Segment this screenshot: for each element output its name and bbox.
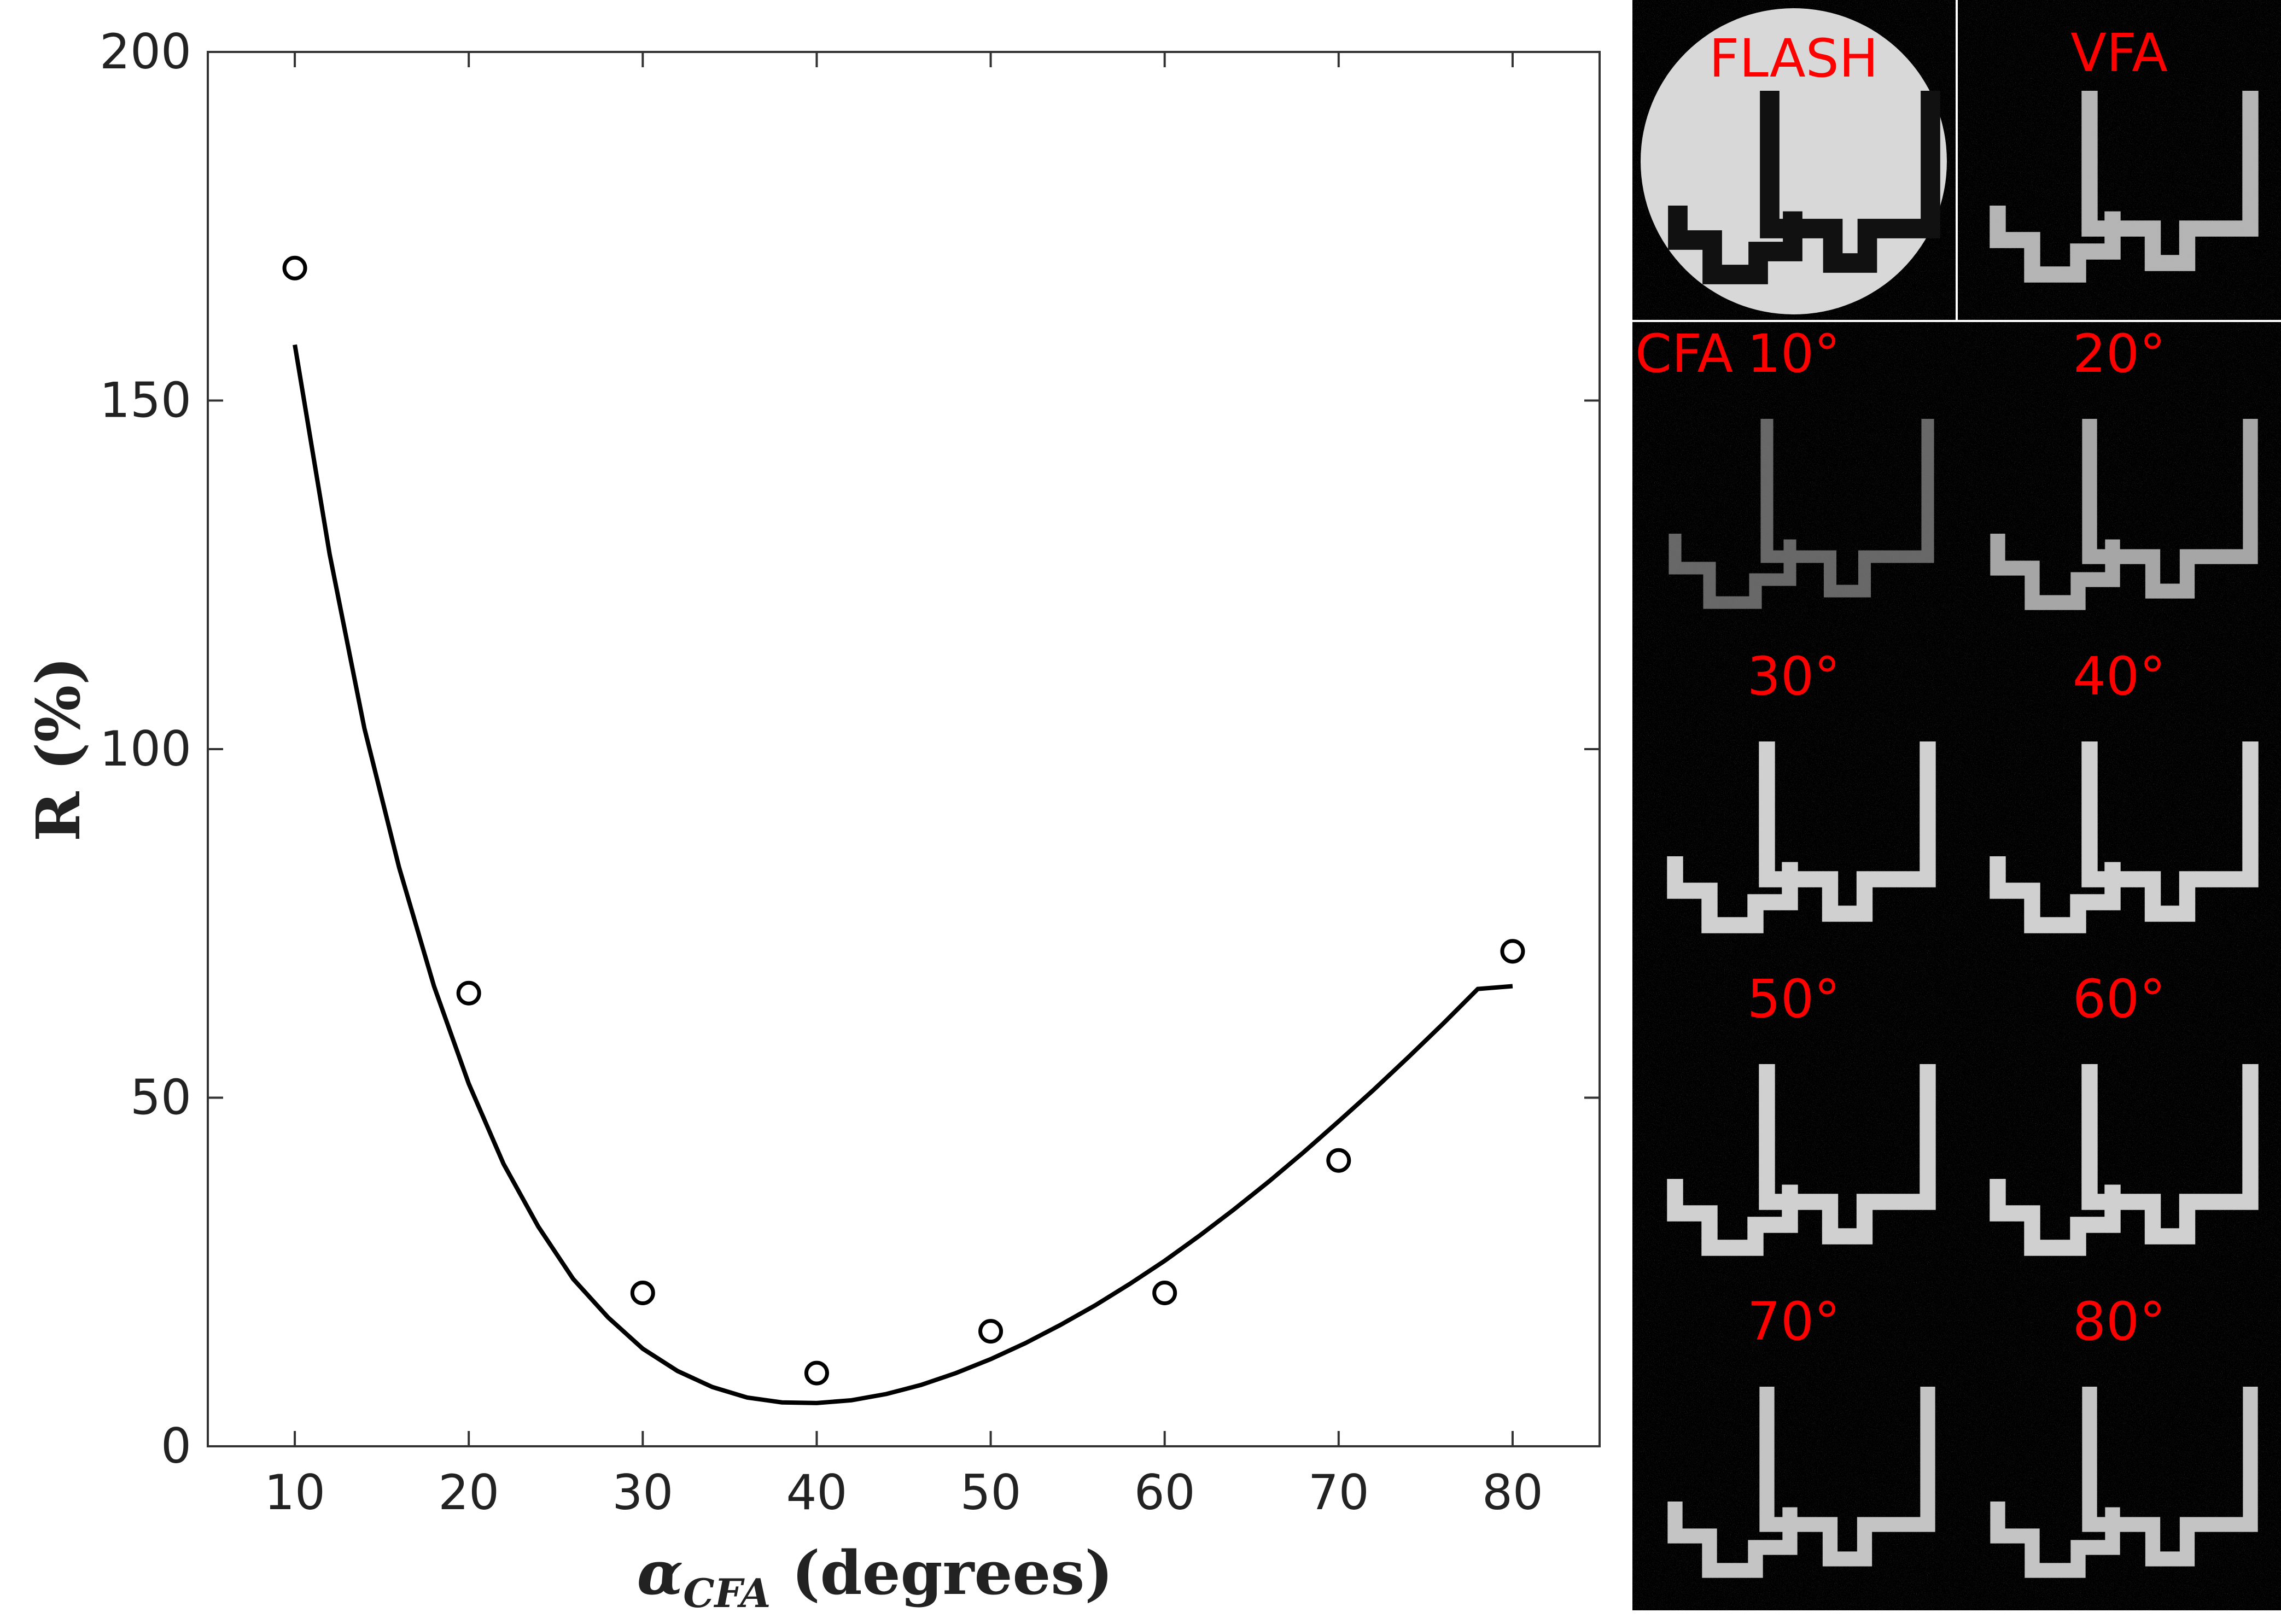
y-tick-label: 100 bbox=[100, 721, 191, 777]
x-tick-label: 70 bbox=[1308, 1464, 1369, 1521]
data-point bbox=[1152, 1281, 1177, 1305]
cfa-label: CFA bbox=[1635, 323, 1733, 384]
data-point bbox=[804, 1360, 829, 1386]
x-tick-label: 50 bbox=[960, 1464, 1022, 1521]
data-point bbox=[978, 1319, 1004, 1344]
plot-frame bbox=[207, 51, 1601, 1447]
x-tick-label: 40 bbox=[786, 1464, 847, 1521]
cfa-label-50: 50° bbox=[1747, 968, 1840, 1030]
data-point bbox=[456, 980, 481, 1006]
x-axis-title: αCFA (degrees) bbox=[637, 1538, 1113, 1616]
cfa-label-60: 60° bbox=[2073, 968, 2166, 1030]
data-point bbox=[282, 255, 307, 281]
x-tick-label: 80 bbox=[1482, 1464, 1543, 1521]
data-point bbox=[1500, 939, 1525, 964]
x-tick-label: 20 bbox=[438, 1464, 499, 1521]
vfa-label: VFA bbox=[2070, 22, 2168, 84]
cfa-label-40: 40° bbox=[2073, 646, 2166, 707]
x-tick-label: 30 bbox=[612, 1464, 673, 1521]
image-panel: FLASH VFA CFA 10° 20° 30° 40° 50° 60° 70… bbox=[1632, 0, 2281, 1610]
data-point bbox=[1326, 1148, 1351, 1173]
data-point bbox=[630, 1281, 655, 1305]
y-tick-label: 0 bbox=[161, 1418, 191, 1474]
x-tick-label: 10 bbox=[264, 1464, 325, 1521]
y-tick-label: 150 bbox=[100, 372, 191, 429]
y-tick-label: 200 bbox=[100, 24, 191, 80]
x-tick-label: 60 bbox=[1134, 1464, 1195, 1521]
y-tick-label: 50 bbox=[130, 1070, 191, 1126]
flash-label: FLASH bbox=[1709, 28, 1879, 89]
flash-image bbox=[1641, 8, 1947, 314]
cfa-label-70: 70° bbox=[1747, 1291, 1840, 1352]
cfa-label-80: 80° bbox=[2073, 1291, 2166, 1352]
fit-curve bbox=[293, 344, 1513, 1405]
data-points bbox=[282, 255, 1525, 1386]
cfa-label-20: 20° bbox=[2073, 323, 2166, 384]
y-axis-title: R (%) bbox=[23, 657, 94, 842]
cfa-label-30: 30° bbox=[1747, 646, 1840, 707]
cfa-label-10: 10° bbox=[1747, 323, 1840, 384]
x-axis: 10 20 30 40 50 60 70 80 bbox=[264, 52, 1543, 1521]
plot-area: 10 20 30 40 50 60 70 80 0 50 100 150 200 bbox=[100, 24, 1601, 1521]
y-axis: 0 50 100 150 200 bbox=[100, 24, 1600, 1474]
